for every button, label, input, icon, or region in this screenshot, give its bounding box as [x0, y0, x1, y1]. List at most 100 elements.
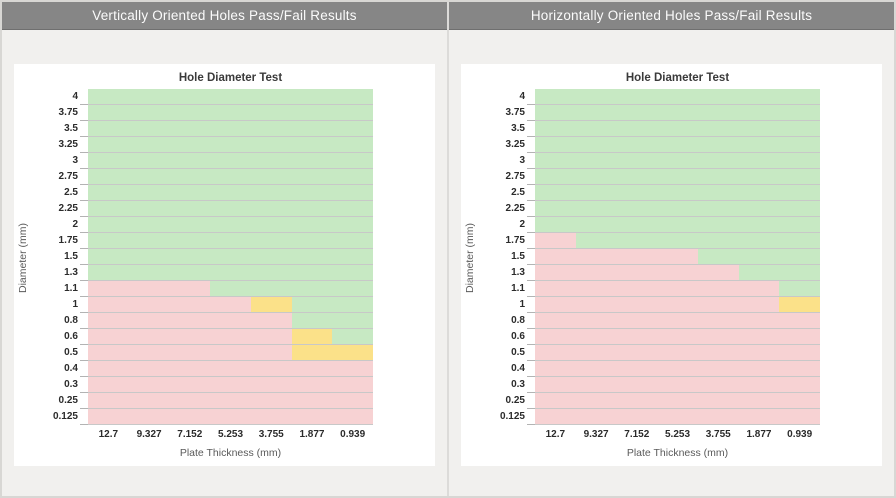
heatmap-row: [535, 137, 821, 153]
x-tick-label: 0.939: [787, 429, 813, 440]
heatmap-cell-pass: [575, 105, 617, 120]
x-axis-title: Plate Thickness (mm): [626, 447, 729, 459]
heatmap-cell-pass: [291, 217, 333, 232]
heatmap-row: [88, 121, 374, 137]
heatmap-cell-marginal: [291, 329, 333, 344]
heatmap-cell-pass: [697, 249, 739, 264]
heatmap-cell-pass: [779, 153, 821, 168]
heatmap-cell-pass: [738, 121, 780, 136]
heatmap-row: [535, 89, 821, 105]
y-tick-label: 0.6: [32, 329, 88, 345]
heatmap-cell-fail: [738, 345, 780, 360]
heatmap-cell-fail: [657, 377, 698, 392]
heatmap-cell-pass: [697, 185, 739, 200]
y-tick-label: 0.6: [479, 329, 535, 345]
heatmap-row: [88, 137, 374, 153]
heatmap-cell-pass: [616, 153, 658, 168]
heatmap-cell-fail: [332, 409, 374, 424]
heatmap-cell-fail: [535, 361, 576, 376]
heatmap-row: [535, 201, 821, 217]
heatmap-cell-pass: [128, 249, 170, 264]
heatmap-cell-fail: [616, 313, 658, 328]
heatmap-row: [88, 217, 374, 233]
y-tick-label: 0.8: [479, 313, 535, 329]
heatmap-cell-fail: [535, 281, 576, 296]
heatmap-cell-fail: [779, 345, 821, 360]
heatmap-cell-pass: [250, 137, 292, 152]
heatmap-row: [88, 409, 374, 425]
y-tick-label: 0.25: [32, 393, 88, 409]
heatmap-cell-fail: [535, 393, 576, 408]
y-tick-label: 3.5: [479, 121, 535, 137]
y-tick-label: 2.75: [32, 169, 88, 185]
heatmap-row: [535, 169, 821, 185]
y-tick-label: 3.75: [32, 105, 88, 121]
heatmap-cell-fail: [88, 313, 129, 328]
heatmap-cell-pass: [657, 121, 698, 136]
heatmap-row: [535, 105, 821, 121]
heatmap-cell-pass: [779, 89, 821, 104]
heatmap-cell-pass: [779, 201, 821, 216]
heatmap-cell-fail: [535, 297, 576, 312]
y-tick-label: 0.4: [479, 361, 535, 377]
heatmap-cell-pass: [210, 201, 251, 216]
heatmap-cell-pass: [616, 169, 658, 184]
heatmap-cell-pass: [291, 169, 333, 184]
heatmap-cell-pass: [291, 249, 333, 264]
x-tick-label: 7.152: [624, 429, 650, 440]
heatmap-cell-pass: [332, 137, 374, 152]
heatmap-cell-pass: [128, 89, 170, 104]
heatmap-cell-fail: [657, 249, 698, 264]
heatmap-cell-fail: [657, 297, 698, 312]
x-tick-label: 5.253: [218, 429, 244, 440]
heatmap-cell-pass: [210, 105, 251, 120]
heatmap-cell-pass: [291, 313, 333, 328]
heatmap-cell-pass: [779, 121, 821, 136]
panel-body-horizontal: Hole Diameter Test Diameter (mm) 4 3.75 3.…: [449, 30, 894, 496]
y-tick-label: 0.125: [32, 409, 88, 425]
y-tick-label: 0.8: [32, 313, 88, 329]
heatmap-cell-pass: [250, 249, 292, 264]
heatmap-cell-pass: [779, 105, 821, 120]
heatmap-cell-pass: [250, 201, 292, 216]
heatmap-cell-fail: [738, 393, 780, 408]
y-tick-labels: 4 3.75 3.5 3.25 3 2.75 2.5 2.25 2 1.75 1.5 1.3 1.1 1 0…: [479, 89, 535, 426]
heatmap-cell-fail: [128, 393, 170, 408]
heatmap-cell-fail: [616, 249, 658, 264]
heatmap-cell-pass: [291, 201, 333, 216]
y-tick-label: 1: [32, 297, 88, 313]
heatmap-cell-fail: [535, 345, 576, 360]
heatmap-cell-pass: [575, 201, 617, 216]
heatmap-cell-pass: [169, 233, 211, 248]
heatmap-cell-pass: [616, 89, 658, 104]
y-tick-label: 1: [479, 297, 535, 313]
heatmap-cell-pass: [535, 169, 576, 184]
heatmap-cell-pass: [88, 249, 129, 264]
y-tick-label: 1.1: [479, 281, 535, 297]
panel-header-horizontal: Horizontally Oriented Holes Pass/Fail Re…: [449, 2, 894, 30]
heatmap-cell-pass: [575, 89, 617, 104]
heatmap-cell-fail: [738, 377, 780, 392]
heatmap-cell-pass: [535, 185, 576, 200]
heatmap-cell-pass: [250, 265, 292, 280]
heatmap-cell-pass: [738, 137, 780, 152]
y-tick-label: 3: [32, 153, 88, 169]
heatmap-cell-pass: [332, 249, 374, 264]
heatmap-cell-fail: [616, 409, 658, 424]
heatmap-cell-fail: [332, 377, 374, 392]
heatmap-cell-pass: [575, 153, 617, 168]
heatmap-cell-fail: [535, 249, 576, 264]
heatmap-cell-pass: [697, 169, 739, 184]
x-tick-label: 1.877: [299, 429, 325, 440]
heatmap-cell-fail: [128, 313, 170, 328]
heatmap-row: [535, 361, 821, 377]
heatmap-cell-pass: [128, 201, 170, 216]
heatmap-cell-pass: [657, 233, 698, 248]
heatmap-row: [88, 393, 374, 409]
heatmap-cell-pass: [210, 249, 251, 264]
heatmap-cell-fail: [616, 393, 658, 408]
heatmap-cell-fail: [616, 297, 658, 312]
heatmap-cell-pass: [535, 121, 576, 136]
heatmap-cell-pass: [88, 121, 129, 136]
heatmap-cell-fail: [535, 233, 576, 248]
